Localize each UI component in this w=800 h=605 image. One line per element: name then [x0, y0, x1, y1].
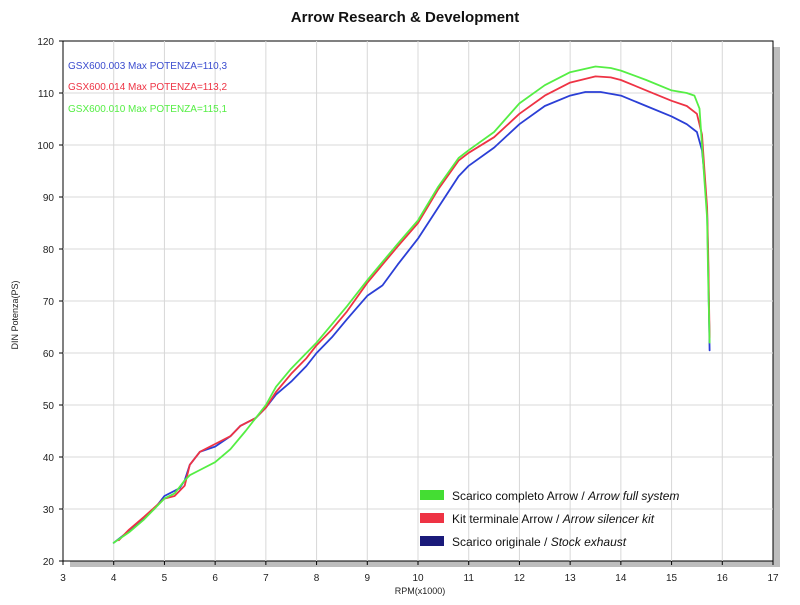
legend-swatch-stock [420, 536, 444, 546]
series-layer [112, 65, 711, 544]
y-tick-label: 40 [43, 453, 55, 464]
x-tick-label: 9 [365, 573, 371, 584]
x-tick-label: 11 [464, 573, 475, 584]
x-axis-label: RPM(x1000) [395, 586, 446, 596]
legend-swatch-silencer [420, 513, 444, 523]
legend-label-full-system: Scarico completo Arrow / Arrow full syst… [452, 489, 679, 503]
legend-label-silencer-normal: Kit terminale Arrow / [452, 512, 563, 526]
legend-label-full-system-italic: Arrow full system [587, 489, 679, 503]
x-tick-label: 3 [60, 573, 66, 584]
series-line-stock [112, 91, 711, 544]
y-tick-label: 100 [37, 141, 54, 152]
series-line-silencer [117, 75, 711, 542]
x-tick-label: 8 [314, 573, 320, 584]
x-tick-label: 16 [717, 573, 729, 584]
y-tick-label: 70 [43, 297, 55, 308]
legend: Scarico completo Arrow / Arrow full syst… [420, 489, 679, 549]
legend-label-stock: Scarico originale / Stock exhaust [452, 535, 627, 549]
annotation-silencer: GSX600.014 Max POTENZA=113,2 [68, 82, 228, 93]
x-tick-label: 5 [162, 573, 168, 584]
y-tick-label: 60 [43, 349, 55, 360]
grid [63, 41, 773, 561]
annotation-stock: GSX600.003 Max POTENZA=110,3 [68, 61, 228, 72]
x-tick-label: 13 [565, 573, 577, 584]
x-tick-label: 12 [514, 573, 526, 584]
legend-label-full-system-normal: Scarico completo Arrow / [452, 489, 588, 503]
x-tick-label: 17 [767, 573, 779, 584]
legend-label-silencer-italic: Arrow silencer kit [562, 512, 655, 526]
x-tick-label: 4 [111, 573, 117, 584]
y-tick-label: 90 [43, 193, 55, 204]
chart-title: Arrow Research & Development [291, 9, 519, 26]
x-tick-label: 6 [212, 573, 218, 584]
legend-label-silencer: Kit terminale Arrow / Arrow silencer kit [452, 512, 655, 526]
x-tick-label: 15 [666, 573, 678, 584]
y-tick-label: 120 [37, 37, 54, 48]
axis-ticks: 3 4 5 6 7 8 9 10 11 12 13 14 15 16 17 20 30 40 50 60 70 80 90 1… [37, 37, 779, 584]
y-tick-label: 110 [38, 89, 54, 100]
x-tick-label: 10 [412, 573, 424, 584]
max-power-annotations: GSX600.003 Max POTENZA=110,3 GSX600.014 … [68, 61, 228, 115]
y-tick-label: 20 [43, 557, 55, 568]
annotation-full-system: GSX600.010 Max POTENZA=115,1 [68, 104, 228, 115]
legend-label-stock-normal: Scarico originale / [452, 535, 551, 549]
legend-swatch-full-system [420, 490, 444, 500]
y-tick-label: 80 [43, 245, 55, 256]
x-tick-label: 14 [615, 573, 627, 584]
x-tick-label: 7 [263, 573, 269, 584]
y-axis-label: DIN Potenza(PS) [10, 280, 20, 349]
series-line-full-system [112, 65, 711, 544]
y-tick-label: 50 [43, 401, 55, 412]
legend-label-stock-italic: Stock exhaust [551, 535, 627, 549]
y-tick-label: 30 [43, 505, 55, 516]
